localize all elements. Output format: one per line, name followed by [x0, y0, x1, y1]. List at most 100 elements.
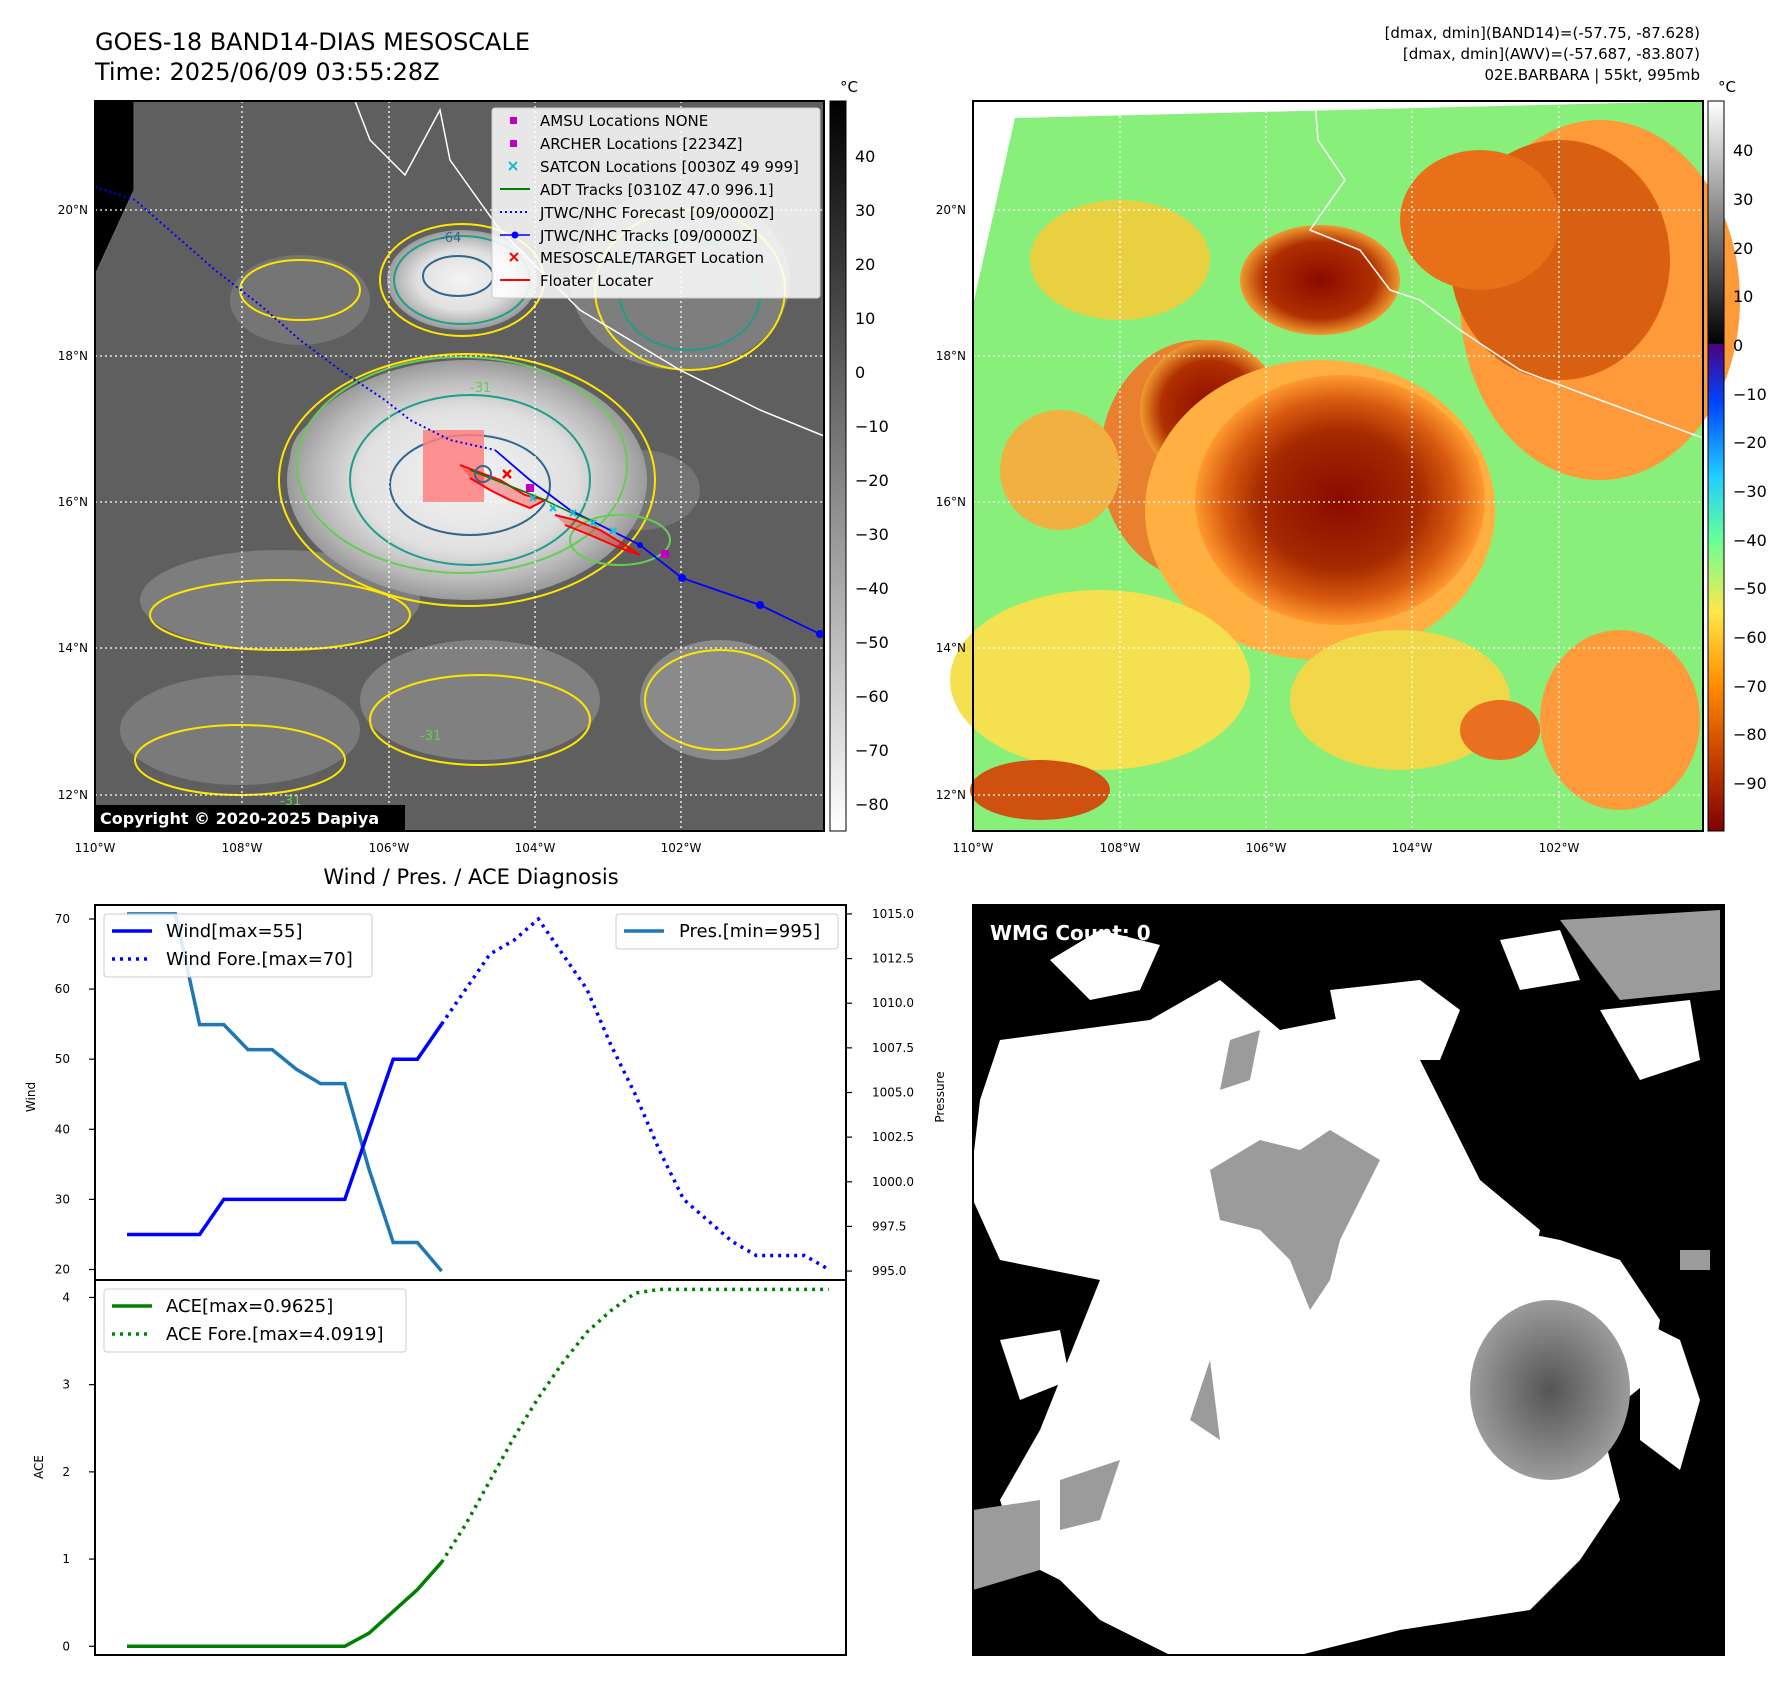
ir-lon-labels: 110°W 108°W 106°W 104°W 102°W [75, 841, 702, 855]
archer-markers [526, 484, 669, 558]
wv-cbar-tick: −60 [1733, 628, 1767, 647]
ir-cbar-tick: −40 [855, 579, 889, 598]
wind-y-tick-label: 20 [55, 1262, 70, 1276]
ir-cbar-tick: −30 [855, 525, 889, 544]
storm-center-circle [474, 465, 492, 483]
wv-lat-label: 14°N [936, 641, 966, 655]
stats-line-1: [dmax, dmin](BAND14)=(-57.75, -87.628) [1385, 24, 1700, 42]
wv-lon-label: 110°W [953, 841, 994, 855]
ir-lon-label: 102°W [661, 841, 702, 855]
wmg-eye-region [1470, 1300, 1630, 1480]
wv-cbar-tick: −80 [1733, 725, 1767, 744]
pressure-y-tick-label: 1010.0 [872, 996, 914, 1010]
wv-lon-label: 106°W [1246, 841, 1287, 855]
mesoscale-box [423, 430, 484, 502]
pressure-ylabel: Pressure [933, 1071, 947, 1122]
ace-series [127, 1287, 829, 1649]
floater-locater-2 [554, 514, 641, 556]
wmg-panel: WMG Count: 0 [972, 904, 1725, 1656]
wv-lat-label: 16°N [936, 495, 966, 509]
ace-y-tick-label: 2 [62, 1465, 70, 1479]
ir-cbar-tick: −60 [855, 687, 889, 706]
ir-lat-label: 18°N [58, 349, 88, 363]
mesoscale-target-marker [502, 469, 512, 479]
ir-lat-label: 14°N [58, 641, 88, 655]
ir-cbar-tick: −80 [855, 795, 889, 814]
wind-y-tick-label: 50 [55, 1052, 70, 1066]
wind-y-tick-label: 30 [55, 1192, 70, 1206]
wind-y-tick-label: 40 [55, 1122, 70, 1136]
ir-cbar-tick: −20 [855, 471, 889, 490]
ace-legend: ACE[max=0.9625] ACE Fore.[max=4.0919] [103, 1288, 407, 1353]
legend-satcon: SATCON Locations [0030Z 49 999] [540, 158, 799, 176]
legend-ace: ACE[max=0.9625] [166, 1296, 333, 1317]
wv-lon-label: 108°W [1100, 841, 1141, 855]
legend-amsu: AMSU Locations NONE [540, 112, 708, 130]
legend-floater: Floater Locater [540, 272, 654, 290]
ace-y-tick-label: 3 [62, 1378, 70, 1392]
wv-lon-labels: 110°W 108°W 106°W 104°W 102°W [953, 841, 1580, 855]
ir-contour-label-31b: -31 [420, 729, 441, 744]
ir-cbar-tick: 30 [855, 201, 875, 220]
pressure-y-tick-label: 1005.0 [872, 1086, 914, 1100]
pressure-y-tick-label: 1012.5 [872, 952, 914, 966]
ir-cbar-tick: 10 [855, 309, 875, 328]
legend-jtwc-forecast: JTWC/NHC Forecast [09/0000Z] [539, 204, 774, 222]
ir-colorbar-unit: °C [840, 78, 858, 96]
ir-cbar-tick: 40 [855, 147, 875, 166]
legend-ace-fore: ACE Fore.[max=4.0919] [166, 1324, 384, 1345]
wv-lat-labels: 20°N 18°N 16°N 14°N 12°N [936, 203, 966, 802]
stats-line-2: [dmax, dmin](AWV)=(-57.687, -83.807) [1403, 45, 1700, 63]
wind-line [127, 1023, 444, 1237]
ir-cbar-tick: −70 [855, 741, 889, 760]
ir-contour-label-31a: -31 [470, 381, 491, 396]
wmg-gray-regions [973, 910, 1720, 1590]
wind-y-tick-label: 60 [55, 982, 70, 996]
wv-cbar-tick: −50 [1733, 579, 1767, 598]
ir-lon-label: 110°W [75, 841, 116, 855]
wv-cbar-tick: 40 [1733, 141, 1753, 160]
wv-cbar-tick: −40 [1733, 531, 1767, 550]
pressure-y-tick-label: 997.5 [872, 1219, 906, 1233]
ir-cbar-tick: −10 [855, 417, 889, 436]
pres-legend: Pres.[min=995] [615, 913, 839, 950]
wind-ylabel: Wind [24, 1082, 38, 1112]
ace-y-ticks: 0 1 2 3 4 [62, 1290, 95, 1653]
wv-cbar-tick: −70 [1733, 677, 1767, 696]
ace-ylabel: ACE [32, 1455, 46, 1479]
jtwc-track-points [637, 542, 824, 638]
ace-y-tick-label: 1 [62, 1552, 70, 1566]
wv-cbar-tick: −10 [1733, 385, 1767, 404]
legend-pres: Pres.[min=995] [679, 921, 820, 942]
wind-y-ticks: 20 30 40 50 60 70 [55, 912, 95, 1276]
stats-line-3: 02E.BARBARA | 55kt, 995mb [1485, 66, 1700, 84]
ir-gridlines [95, 101, 824, 831]
ir-legend: AMSU Locations NONE ARCHER Locations [22… [491, 107, 821, 299]
copyright: Copyright © 2020-2025 Dapiya [100, 809, 379, 828]
wv-lon-label: 104°W [1392, 841, 1433, 855]
ir-cbar-tick: 20 [855, 255, 875, 274]
legend-archer: ARCHER Locations [2234Z] [540, 135, 743, 153]
wv-lat-label: 12°N [936, 788, 966, 802]
wv-cbar-tick: −90 [1733, 774, 1767, 793]
wind-legend: Wind[max=55] Wind Fore.[max=70] [103, 913, 373, 978]
wv-colorbar: °C 40 30 20 10 0 −10 −20 −30 −40 −50 −60… [1707, 78, 1767, 832]
copyright-bg [95, 805, 405, 831]
wind-y-tick-label: 70 [55, 912, 70, 926]
ace-chart: ACE 0 1 2 3 4 ACE[max=0.9625] ACE Fore.[max=… [32, 1279, 847, 1656]
wv-lat-label: 18°N [936, 349, 966, 363]
ir-coastline [354, 100, 825, 437]
ir-cbar-tick: 0 [855, 363, 865, 382]
wind-forecast-line [440, 916, 830, 1272]
ir-lon-label: 106°W [369, 841, 410, 855]
pressure-y-tick-label: 995.0 [872, 1264, 906, 1278]
wv-lon-label: 102°W [1539, 841, 1580, 855]
wv-coastline [1308, 100, 1704, 439]
satcon-markers [529, 494, 617, 535]
wv-gridlines [973, 101, 1703, 831]
legend-wind-fore: Wind Fore.[max=70] [166, 949, 353, 970]
ir-lon-label: 108°W [222, 841, 263, 855]
ir-contour-label-64: -64 [440, 231, 461, 246]
ir-lat-label: 12°N [58, 788, 88, 802]
